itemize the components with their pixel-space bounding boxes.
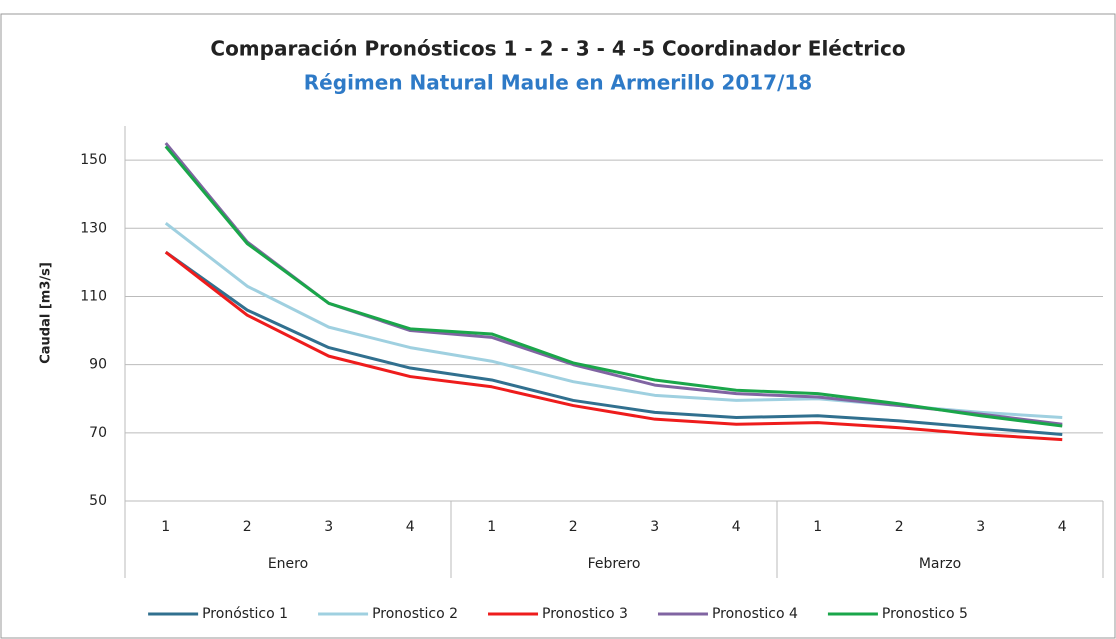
chart-subtitle: Régimen Natural Maule en Armerillo 2017/… [304, 71, 812, 95]
y-tick-label: 150 [80, 152, 107, 168]
y-tick-label: 70 [89, 425, 107, 441]
series-line [164, 250, 1063, 442]
legend-label: Pronostico 5 [882, 606, 968, 622]
y-tick-label: 90 [89, 357, 107, 373]
x-tick-label: 1 [161, 519, 170, 535]
x-tick-label: 2 [569, 519, 578, 535]
x-tick-label: 4 [732, 519, 741, 535]
legend-label: Pronostico 3 [542, 606, 628, 622]
y-tick-label: 130 [80, 220, 107, 236]
x-tick-label: 4 [1058, 519, 1067, 535]
group-label: Febrero [588, 556, 641, 572]
chart-border [0, 13, 1116, 639]
chart-title: Comparación Pronósticos 1 - 2 - 3 - 4 -5… [210, 37, 905, 61]
x-tick-label: 2 [895, 519, 904, 535]
x-tick-label: 3 [650, 519, 659, 535]
legend-label: Pronostico 2 [372, 606, 458, 622]
group-label: Enero [268, 556, 308, 572]
x-tick-label: 1 [813, 519, 822, 535]
y-axis-label: Caudal [m3/s] [39, 262, 54, 364]
legend-label: Pronóstico 1 [202, 606, 288, 622]
group-label: Marzo [919, 556, 961, 572]
x-tick-label: 4 [406, 519, 415, 535]
x-tick-label: 1 [487, 519, 496, 535]
legend-label: Pronostico 4 [712, 606, 798, 622]
series-line [164, 145, 1063, 428]
x-tick-label: 3 [324, 519, 333, 535]
series-line [164, 250, 1063, 437]
y-tick-label: 110 [80, 288, 107, 304]
y-tick-label: 50 [89, 493, 107, 509]
x-tick-label: 2 [243, 519, 252, 535]
x-tick-label: 3 [976, 519, 985, 535]
